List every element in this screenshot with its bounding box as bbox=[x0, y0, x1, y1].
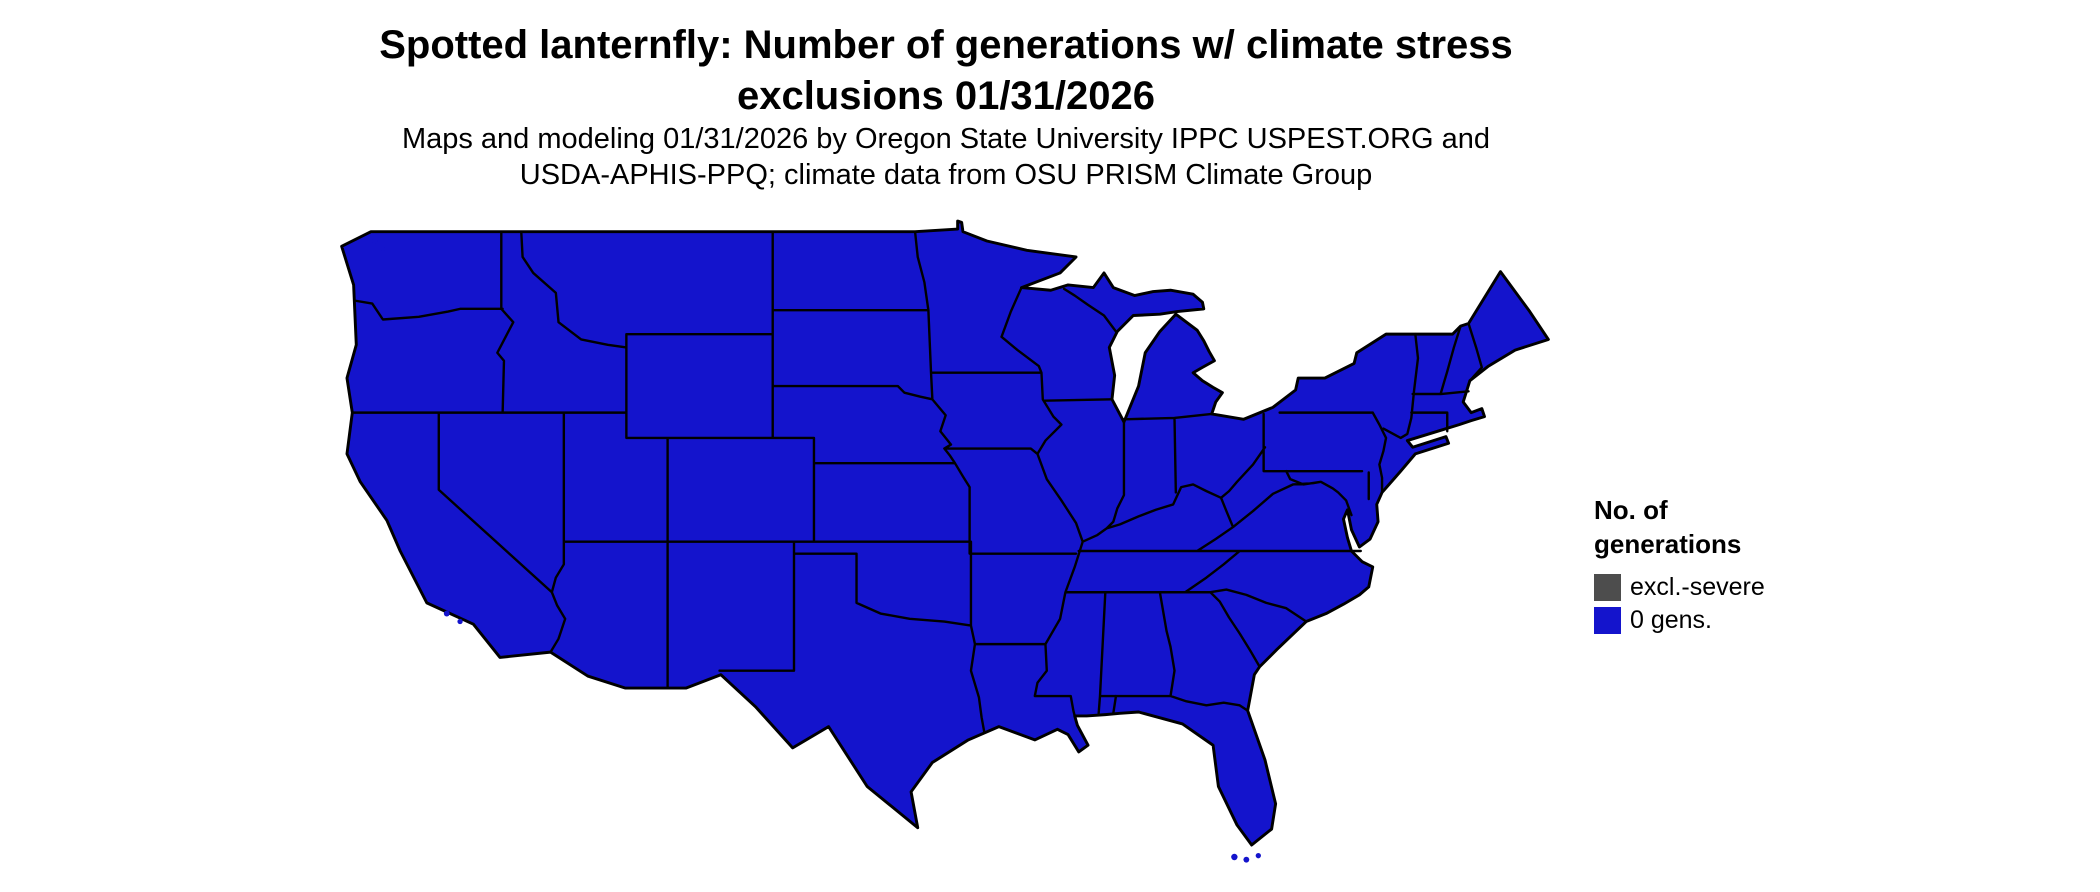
figure-subtitle-line2: USDA-APHIS-PPQ; climate data from OSU PR… bbox=[519, 158, 1373, 191]
island-dot bbox=[1243, 856, 1250, 863]
island-dot bbox=[457, 618, 463, 625]
legend-label-0-gens: 0 gens. bbox=[1630, 606, 1713, 635]
us-landmass bbox=[340, 219, 1550, 847]
island-dot bbox=[1255, 853, 1261, 859]
island-dot bbox=[1231, 853, 1238, 861]
legend-item-excl-severe: excl.-severe bbox=[1594, 572, 1765, 602]
map-legend: No. of generations excl.-severe 0 gens. bbox=[1594, 494, 1765, 641]
us-generations-map bbox=[335, 218, 1559, 884]
island-dot bbox=[372, 238, 378, 244]
state-borders bbox=[351, 230, 1484, 734]
figure-title-line1: Spotted lanternfly: Number of generation… bbox=[379, 23, 1513, 67]
legend-swatch-excl-severe bbox=[1594, 573, 1621, 601]
legend-title-line1: No. of bbox=[1594, 495, 1668, 525]
figure-title-line2: exclusions 01/31/2026 bbox=[736, 74, 1156, 119]
figure-subtitle: Maps and modeling 01/31/2026 by Oregon S… bbox=[0, 122, 1892, 194]
figure-title: Spotted lanternfly: Number of generation… bbox=[0, 20, 1892, 122]
island-dot bbox=[380, 246, 386, 252]
us-map-svg bbox=[340, 219, 1550, 863]
legend-item-0-gens: 0 gens. bbox=[1594, 607, 1765, 635]
legend-swatch-0-gens bbox=[1594, 607, 1621, 635]
legend-title: No. of generations bbox=[1594, 494, 1765, 562]
small-islands bbox=[372, 238, 1261, 863]
figure-subtitle-line1: Maps and modeling 01/31/2026 by Oregon S… bbox=[401, 123, 1491, 155]
legend-title-line2: generations bbox=[1594, 528, 1742, 559]
legend-label-excl-severe: excl.-severe bbox=[1630, 572, 1765, 601]
island-dot bbox=[443, 610, 450, 617]
